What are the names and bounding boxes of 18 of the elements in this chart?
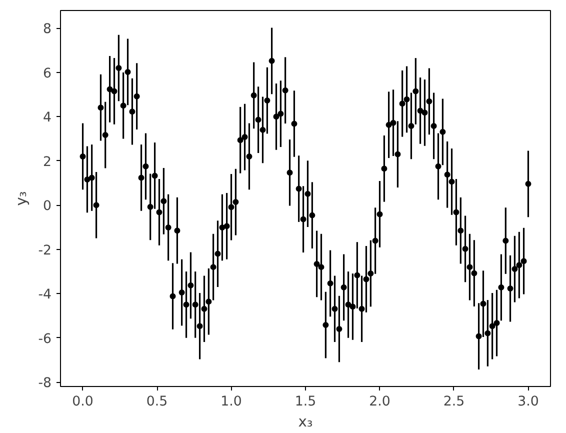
y-tick-label: 8 [43,22,52,38]
x-tick-label: 0.5 [146,394,168,410]
y-tick-label: -4 [38,288,52,303]
x-tick-label: 2.0 [369,394,390,410]
y-tick-label: 4 [43,110,52,126]
y-tick-label: -2 [38,243,52,258]
x-axis-title: x₃ [298,414,313,430]
x-tick-label: 1.5 [294,394,316,410]
x-tick-label: 3.0 [518,394,539,410]
y-axis-title: y₃ [13,191,30,206]
x-tick-label: 1.0 [220,394,242,410]
y-tick-label: 0 [43,199,52,214]
x-tick-label: 2.5 [443,394,465,410]
y-tick-label: 2 [43,154,52,170]
x-tick-label: 0.0 [72,394,94,410]
y-tick-label: 6 [43,66,52,82]
y-tick-label: -8 [38,376,52,392]
y-tick-label: -6 [38,332,52,347]
